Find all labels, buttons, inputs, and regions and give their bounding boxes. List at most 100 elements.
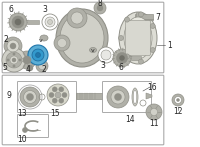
Circle shape: [24, 91, 36, 103]
Circle shape: [12, 58, 16, 62]
Circle shape: [111, 90, 125, 104]
Circle shape: [150, 24, 155, 29]
Circle shape: [10, 56, 18, 64]
Circle shape: [10, 43, 16, 49]
Circle shape: [146, 104, 162, 120]
Circle shape: [67, 8, 87, 28]
Circle shape: [9, 13, 27, 31]
Circle shape: [49, 92, 54, 97]
Circle shape: [177, 98, 180, 101]
Circle shape: [12, 16, 24, 28]
Circle shape: [174, 96, 182, 103]
FancyBboxPatch shape: [18, 81, 76, 112]
Ellipse shape: [90, 47, 96, 52]
Circle shape: [7, 59, 9, 61]
Circle shape: [54, 35, 70, 51]
Text: 9: 9: [7, 91, 11, 100]
Circle shape: [62, 92, 67, 97]
Text: 4: 4: [26, 66, 30, 75]
Text: v: v: [91, 47, 95, 52]
Circle shape: [55, 92, 61, 98]
Circle shape: [52, 98, 57, 103]
Circle shape: [58, 39, 66, 47]
Circle shape: [59, 98, 64, 103]
FancyBboxPatch shape: [126, 20, 151, 56]
Circle shape: [32, 49, 44, 61]
Circle shape: [28, 45, 48, 65]
Circle shape: [113, 49, 131, 67]
Circle shape: [52, 87, 57, 92]
Circle shape: [13, 53, 15, 55]
Text: 3: 3: [43, 5, 47, 14]
FancyBboxPatch shape: [18, 115, 48, 137]
Circle shape: [19, 59, 21, 61]
Bar: [76, 93, 146, 99]
Circle shape: [59, 87, 64, 92]
Text: 8: 8: [98, 0, 102, 7]
FancyBboxPatch shape: [102, 81, 152, 112]
Circle shape: [172, 94, 184, 106]
Ellipse shape: [56, 9, 108, 67]
Circle shape: [71, 12, 83, 24]
Circle shape: [42, 14, 58, 30]
Ellipse shape: [40, 35, 48, 41]
Circle shape: [23, 56, 31, 64]
Circle shape: [125, 17, 130, 22]
Polygon shape: [146, 93, 152, 99]
Bar: [131, 56, 141, 60]
Circle shape: [47, 84, 69, 106]
Text: 11: 11: [149, 120, 159, 128]
Text: 6: 6: [119, 64, 123, 72]
Text: 1: 1: [168, 41, 172, 50]
FancyBboxPatch shape: [2, 75, 164, 145]
Circle shape: [119, 55, 125, 61]
Text: 5: 5: [3, 62, 7, 71]
Ellipse shape: [132, 88, 138, 106]
Circle shape: [36, 60, 48, 72]
Circle shape: [18, 51, 36, 69]
Circle shape: [94, 2, 106, 14]
Circle shape: [97, 5, 103, 11]
Ellipse shape: [60, 13, 104, 63]
FancyBboxPatch shape: [2, 2, 164, 73]
Ellipse shape: [119, 12, 157, 64]
Circle shape: [114, 93, 122, 101]
Bar: [136, 12, 139, 22]
Circle shape: [150, 47, 155, 52]
Text: 2: 2: [42, 66, 46, 75]
Circle shape: [7, 40, 19, 52]
Circle shape: [26, 93, 34, 101]
Text: 6: 6: [9, 5, 13, 14]
Text: 16: 16: [147, 82, 157, 91]
Circle shape: [22, 127, 28, 132]
Circle shape: [138, 59, 143, 64]
Circle shape: [2, 48, 26, 72]
Circle shape: [27, 65, 33, 71]
Text: 12: 12: [173, 106, 183, 116]
Circle shape: [101, 50, 111, 60]
Circle shape: [38, 62, 46, 70]
Text: v: v: [39, 37, 43, 42]
Bar: [135, 14, 153, 20]
Text: 14: 14: [125, 116, 135, 125]
Circle shape: [36, 52, 40, 57]
Circle shape: [98, 47, 114, 63]
Text: 15: 15: [50, 108, 60, 117]
Circle shape: [13, 65, 15, 67]
Circle shape: [20, 87, 40, 107]
Circle shape: [48, 20, 52, 25]
Circle shape: [6, 52, 22, 68]
Ellipse shape: [124, 17, 152, 59]
Text: 2: 2: [4, 35, 8, 45]
Circle shape: [138, 12, 143, 17]
Ellipse shape: [133, 90, 137, 104]
Text: 10: 10: [17, 135, 27, 143]
Circle shape: [45, 17, 55, 27]
Circle shape: [118, 35, 124, 41]
Circle shape: [125, 54, 130, 59]
Circle shape: [116, 52, 128, 64]
Circle shape: [107, 86, 129, 108]
Bar: [27, 20, 39, 24]
Text: 3: 3: [101, 61, 105, 70]
Circle shape: [4, 37, 22, 55]
